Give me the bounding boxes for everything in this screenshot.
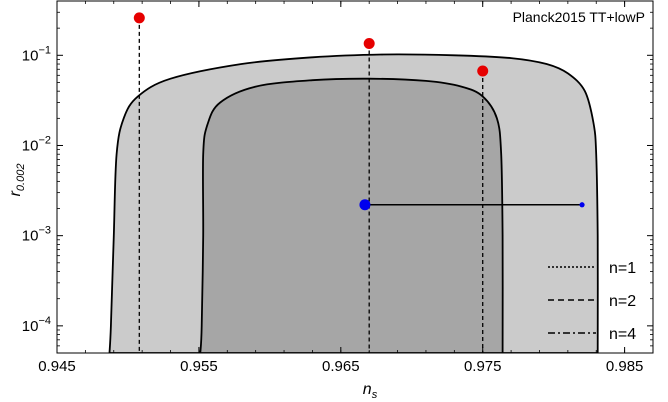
x-tick-label-2: 0.965 [322,358,360,375]
y-tick-label-exp-1: −2 [38,134,51,146]
x-axis-label-sub: s [372,389,378,401]
legend-label-dashed: n=2 [609,293,636,310]
red-point-2 [477,65,489,77]
x-tick-label-0: 0.945 [38,358,76,375]
blue-segment-end-point [579,202,585,208]
x-tick-label-1: 0.955 [180,358,218,375]
red-point-1 [363,38,375,50]
y-tick-label-1: 10−2 [22,134,51,154]
x-axis-label-main: n [363,381,372,398]
blue-segment-start-point [359,199,371,211]
legend-label-dashdot: n=4 [609,326,636,343]
y-tick-label-base-3: 10 [22,318,39,335]
ticks-group: 0.945 0.955 0.965 0.975 0.98510−110−210−310−… [22,1,653,375]
legend-label-dotted: n=1 [609,260,636,277]
plot-frame [56,0,654,354]
y-axis-label: r0.002 [7,164,27,197]
y-tick-label-exp-2: −3 [38,225,51,237]
y-tick-label-0: 10−1 [22,44,51,64]
red-point-0 [133,12,145,24]
y-tick-label-exp-0: −1 [38,44,51,56]
y-tick-label-base-1: 10 [22,137,39,154]
y-tick-label-base-0: 10 [22,47,39,64]
y-tick-label-base-2: 10 [22,228,39,245]
y-tick-label-2: 10−3 [22,225,51,245]
y-tick-label-3: 10−4 [22,315,51,335]
x-axis-label: ns [363,381,378,401]
y-axis-label-sub: 0.002 [15,164,27,192]
y-axis-label-main: r [7,190,24,196]
x-tick-label-3: 0.975 [464,358,502,375]
marks-group [133,12,585,353]
x-tick-label-4: 0.985 [606,358,644,375]
legend: n=1 n=2 n=4 [548,260,636,343]
contour-inner [199,77,504,353]
contour-group [108,53,599,353]
y-tick-label-exp-3: −4 [38,315,51,327]
annotation: Planck2015 TT+lowP [513,9,645,25]
